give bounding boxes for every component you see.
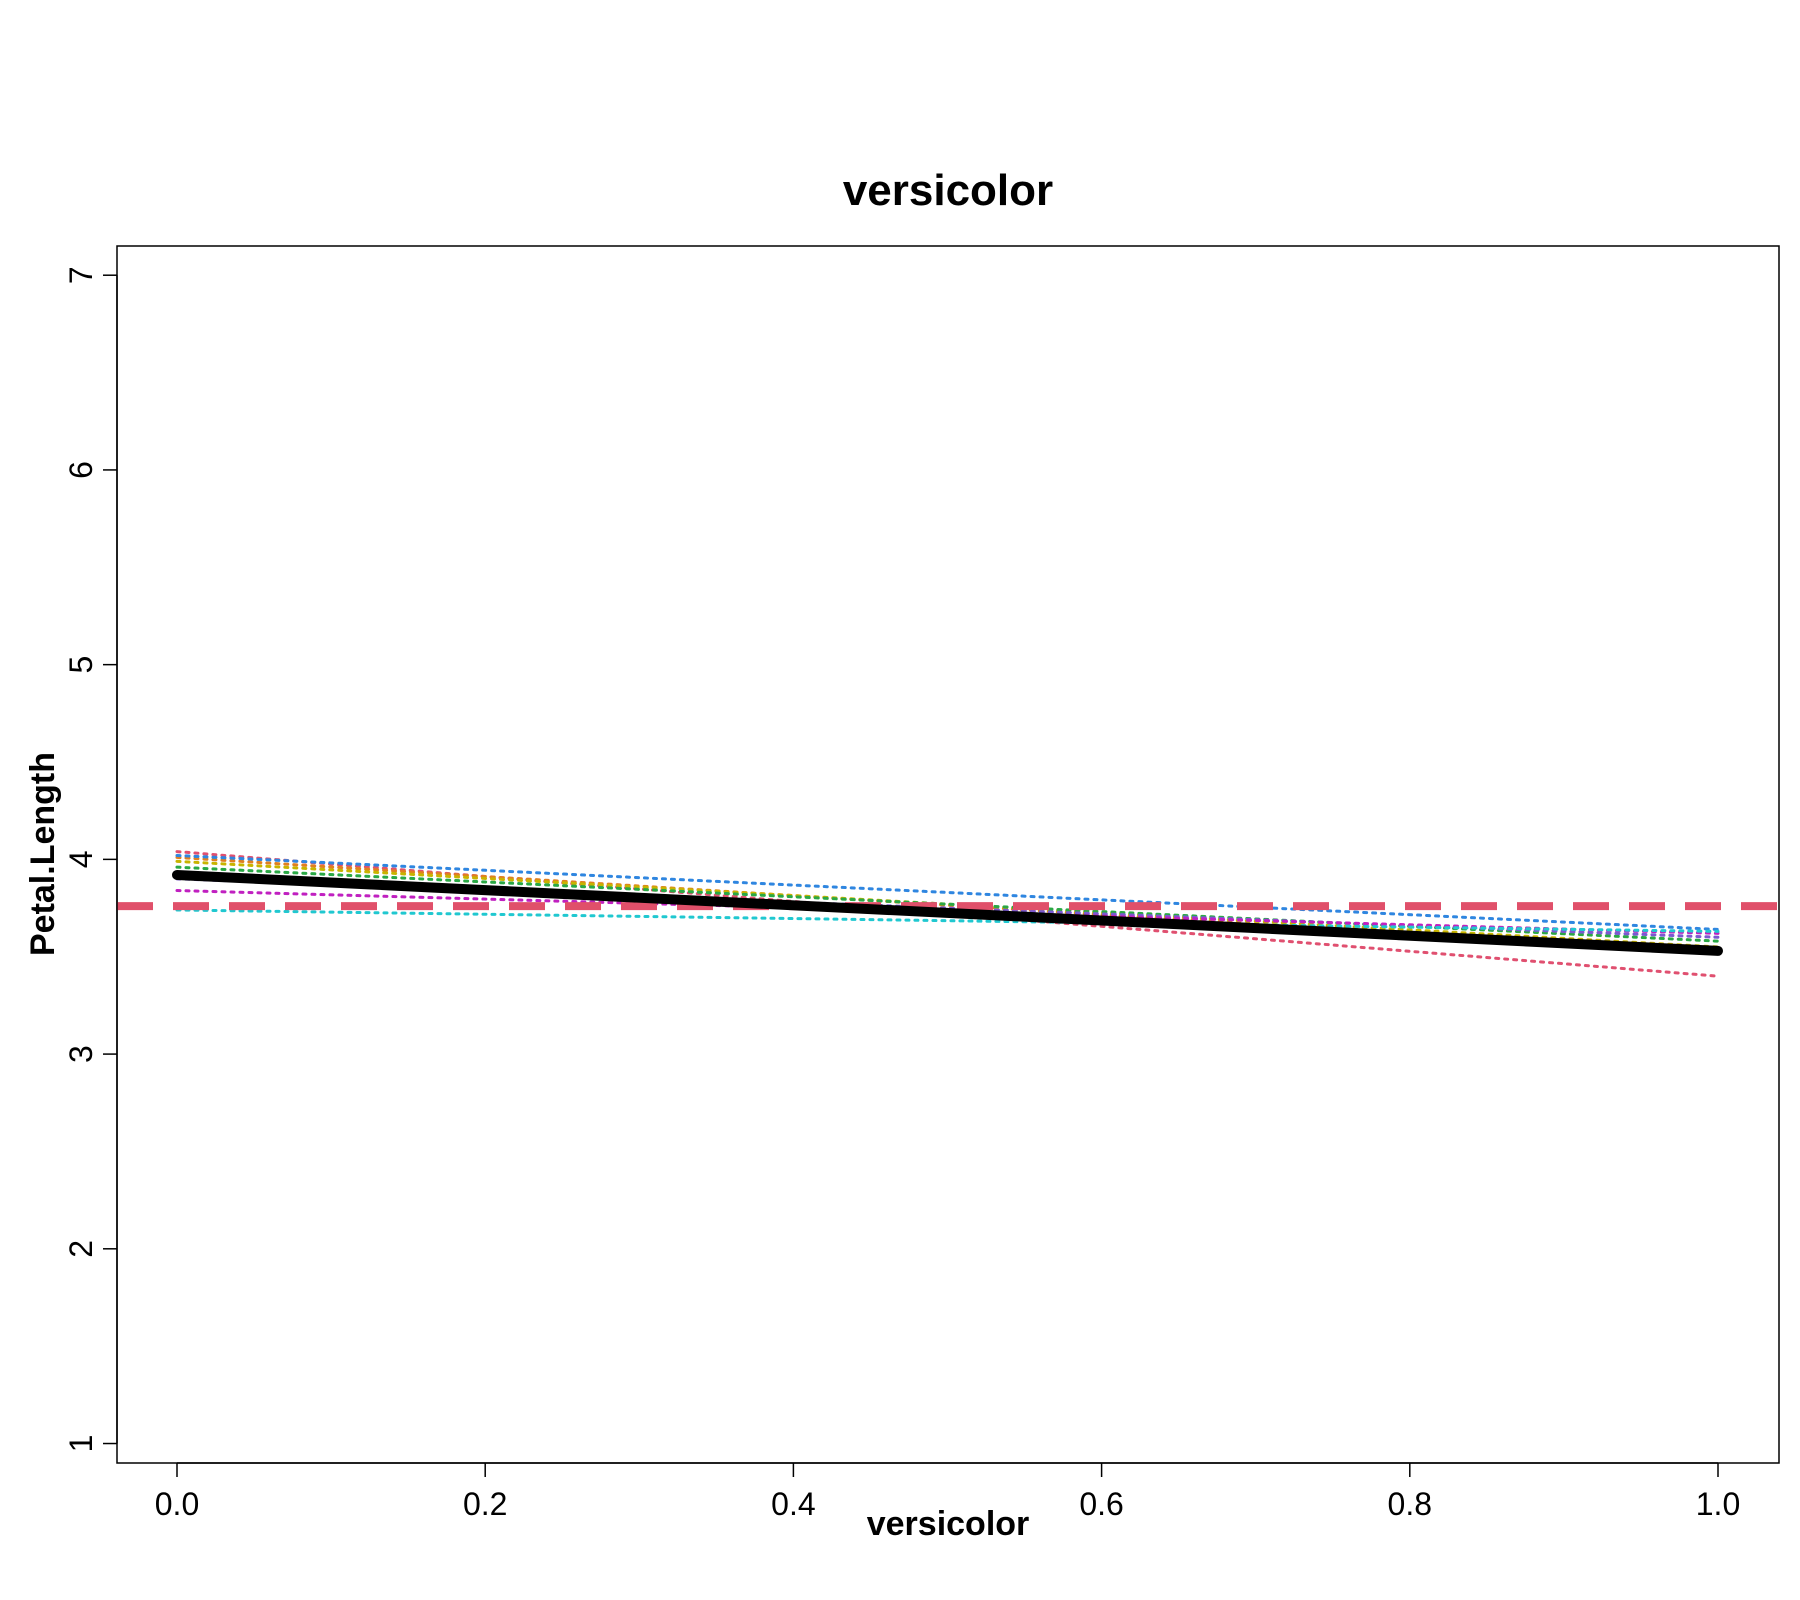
series-line-5 bbox=[175, 865, 1720, 943]
y-tick-label: 3 bbox=[63, 1045, 99, 1063]
series-layer bbox=[117, 850, 1779, 978]
x-tick-label: 0.2 bbox=[463, 1486, 507, 1522]
y-axis: 1 2 3 4 5 6 7 bbox=[63, 266, 118, 1453]
y-tick-label: 4 bbox=[63, 850, 99, 868]
x-tick-label: 0.6 bbox=[1079, 1486, 1123, 1522]
series-line-4 bbox=[175, 859, 1720, 949]
y-tick-label: 6 bbox=[63, 461, 99, 479]
x-axis-label: versicolor bbox=[867, 1505, 1030, 1543]
x-tick-label: 1.0 bbox=[1696, 1486, 1740, 1522]
series-line-7 bbox=[175, 853, 1720, 931]
x-axis: 0.0 0.2 0.4 0.6 0.8 1.0 bbox=[155, 1462, 1740, 1522]
y-tick-label: 1 bbox=[63, 1435, 99, 1453]
average-line bbox=[172, 869, 1723, 956]
y-tick-label: 2 bbox=[63, 1240, 99, 1258]
x-tick-label: 0.0 bbox=[155, 1486, 199, 1522]
y-tick-label: 7 bbox=[63, 266, 99, 284]
x-tick-label: 0.4 bbox=[771, 1486, 815, 1522]
x-tick-label: 0.8 bbox=[1388, 1486, 1432, 1522]
chart-title: versicolor bbox=[843, 166, 1053, 215]
y-tick-label: 5 bbox=[63, 656, 99, 674]
plot-frame bbox=[116, 245, 1780, 1464]
y-axis-label: Petal.Length bbox=[24, 752, 62, 956]
